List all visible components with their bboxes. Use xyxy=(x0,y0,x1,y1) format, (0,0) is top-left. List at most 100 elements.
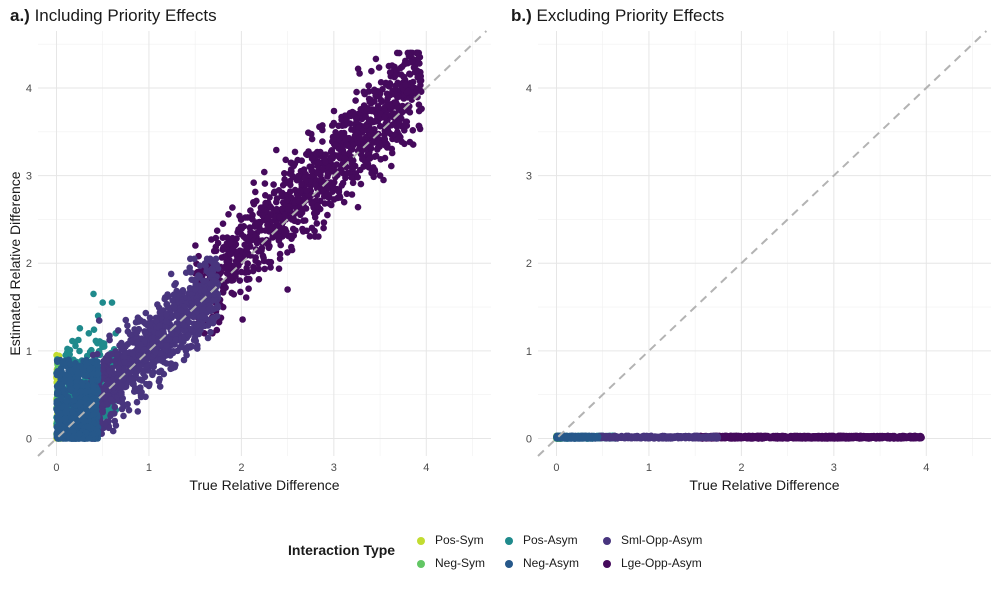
panel-a-point xyxy=(279,181,287,189)
panel-a-point xyxy=(341,155,349,162)
panel-a-point xyxy=(301,217,309,224)
panel-a-point xyxy=(137,341,144,349)
panel-a-point xyxy=(342,174,349,182)
panel-a-point xyxy=(276,255,284,262)
panel-a-point xyxy=(66,379,74,387)
panel-a-point xyxy=(290,162,298,170)
panel-a-point xyxy=(244,214,251,221)
panel-a-point xyxy=(145,382,153,390)
panel-a-point xyxy=(170,348,177,355)
panel-a-point xyxy=(261,168,268,176)
panel-a-point xyxy=(297,187,304,194)
panel-a-point xyxy=(199,306,206,313)
panel-a-point xyxy=(124,322,131,329)
panel-a-point xyxy=(196,262,204,270)
panel-a-point xyxy=(406,58,414,66)
panel-a-point xyxy=(126,331,134,338)
panel-a-point xyxy=(188,276,195,284)
panel-a-point xyxy=(366,155,374,162)
panel-a-point xyxy=(350,109,358,117)
panel-a-point xyxy=(288,216,296,223)
panel-a-point xyxy=(115,364,122,372)
panel-a-point xyxy=(225,211,232,218)
panel-a-point xyxy=(386,69,394,76)
panel-a-point xyxy=(70,397,78,404)
panel-a-point xyxy=(207,280,214,288)
panel-a-point xyxy=(298,180,305,188)
panel-a-point xyxy=(163,342,170,349)
panel-a-point xyxy=(95,317,103,324)
panel-a-point xyxy=(113,352,120,359)
panel-a-point xyxy=(315,159,323,167)
panel-a-point xyxy=(165,336,173,343)
panel-b-point xyxy=(821,434,829,442)
panel-a-point xyxy=(265,244,273,252)
panel-a-point xyxy=(330,107,338,115)
panel-b-series-lge-opp-asym xyxy=(692,432,925,442)
panel-a-point xyxy=(250,200,258,208)
panel-a-point xyxy=(348,174,355,181)
panel-a-point xyxy=(90,326,98,334)
panel-a-point xyxy=(107,410,115,418)
panel-a-point xyxy=(287,188,294,195)
panel-a-point xyxy=(415,122,423,130)
panel-a-point xyxy=(140,346,148,353)
panel-a-point xyxy=(388,62,396,69)
panel-a-point xyxy=(236,277,244,284)
panel-a-point xyxy=(182,269,190,277)
panel-a-point xyxy=(319,138,326,145)
panel-a-point xyxy=(191,255,198,263)
panel-a-point xyxy=(273,205,281,213)
panel-a-point xyxy=(386,102,393,109)
panel-b-x-tick-label-0: 0 xyxy=(553,462,559,474)
panel-a-point xyxy=(363,139,370,147)
panel-a-point xyxy=(295,198,303,205)
panel-a-point xyxy=(90,382,97,390)
panel-a-point xyxy=(404,87,412,95)
panel-a-point xyxy=(408,96,416,103)
panel-a-point xyxy=(349,179,357,187)
panel-a-point xyxy=(131,326,138,333)
panel-a-point xyxy=(238,268,245,276)
panel-a-point xyxy=(173,312,180,320)
panel-a-point xyxy=(406,71,414,78)
panel-a-point xyxy=(354,203,362,211)
panel-a-point xyxy=(390,121,397,128)
panel-a-point xyxy=(255,276,263,283)
panel-a-point xyxy=(82,372,90,380)
panel-a-point xyxy=(277,241,285,249)
panel-a-point xyxy=(106,332,113,340)
panel-a-point xyxy=(242,234,249,242)
panel-a-point xyxy=(332,141,340,149)
panel-a-point xyxy=(213,312,221,320)
panel-a-point xyxy=(250,179,257,186)
panel-a-point xyxy=(394,136,402,143)
panel-a-point xyxy=(291,148,299,156)
panel-a-point xyxy=(219,287,227,295)
panel-a-point xyxy=(172,336,179,343)
panel-a-point xyxy=(368,67,375,75)
panel-a-point xyxy=(370,139,377,146)
panel-a-point xyxy=(76,430,83,438)
panel-a-title-text: Including Priority Effects xyxy=(34,6,217,25)
panel-a-point xyxy=(417,88,425,95)
panel-a-point xyxy=(125,406,133,414)
panel-a-point xyxy=(212,247,220,255)
panel-a-y-tick-label-2: 2 xyxy=(26,258,32,270)
panel-a-point xyxy=(163,311,170,318)
panel-a-point xyxy=(278,223,286,230)
panel-a-point xyxy=(289,172,296,180)
panel-a-point xyxy=(111,403,119,411)
panel-a-point xyxy=(281,170,288,177)
panel-a-point xyxy=(101,420,109,428)
panel-a-series-neg-asym xyxy=(53,356,102,442)
panel-a-point xyxy=(324,191,332,199)
panel-a-point xyxy=(308,155,316,162)
panel-a-point xyxy=(273,198,280,206)
panel-a-point xyxy=(359,155,366,163)
panel-a-point xyxy=(237,288,244,296)
panel-b-x-tick-label-1: 1 xyxy=(646,462,652,474)
panel-a-point xyxy=(201,260,209,267)
panel-a-point xyxy=(215,318,223,326)
